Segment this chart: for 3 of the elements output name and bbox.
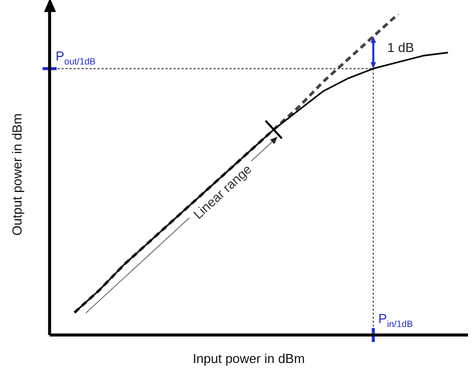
y-axis-title: Output power in dBm [9,113,24,236]
x-axis-title: Input power in dBm [192,350,305,366]
annotation: 1 dB [387,40,414,56]
